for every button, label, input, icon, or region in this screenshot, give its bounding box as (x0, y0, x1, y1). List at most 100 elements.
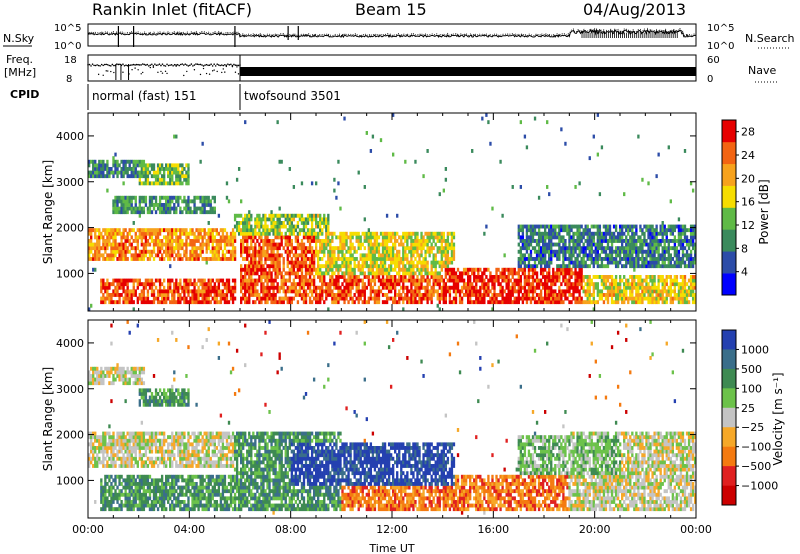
range-gate-cell (286, 239, 289, 243)
range-gate-cell (410, 293, 413, 297)
range-gate-cell (452, 235, 456, 240)
range-gate-cell (148, 300, 152, 305)
range-gate-cell (252, 246, 255, 251)
range-gate-cell (219, 228, 223, 233)
range-gate-cell (659, 289, 662, 294)
range-gate-cell (645, 278, 648, 283)
range-gate-cell (633, 249, 636, 254)
range-gate-cell (323, 300, 326, 305)
range-gate-cell (675, 249, 679, 254)
range-gate-cell (144, 231, 148, 236)
range-gate-cell (661, 257, 664, 261)
range-gate-cell (525, 275, 529, 279)
range-gate-cell (134, 206, 137, 211)
freq-point (138, 64, 141, 66)
range-gate-cell (621, 278, 624, 283)
range-gate-cell (158, 282, 162, 287)
range-gate-cell (122, 206, 125, 211)
range-gate-cell (375, 235, 379, 240)
range-gate-cell (558, 278, 561, 283)
freq-point (154, 63, 156, 65)
range-gate-cell (475, 267, 478, 272)
range-gate-cell (233, 239, 237, 243)
range-gate-cell (645, 282, 648, 287)
range-gate-cell (379, 267, 383, 272)
range-gate-cell (629, 264, 632, 269)
range-gate-cell (544, 300, 547, 305)
range-gate-cell (566, 282, 569, 287)
range-gate-cell (562, 235, 565, 240)
range-gate-cell (317, 260, 320, 265)
range-gate-cell (523, 134, 527, 139)
range-gate-cell (106, 231, 109, 236)
range-gate-cell (521, 296, 525, 301)
range-gate-cell (402, 307, 405, 312)
range-gate-cell (389, 282, 393, 287)
range-gate-cell (408, 300, 411, 305)
range-gate-cell (175, 235, 178, 240)
range-gate-cell (375, 242, 379, 247)
range-gate-cell (207, 285, 210, 290)
range-gate-cell (256, 282, 259, 287)
range-gate-cell (114, 235, 117, 240)
range-gate-cell (193, 300, 196, 305)
range-gate-cell (572, 282, 575, 287)
range-gate-cell (195, 289, 198, 294)
range-gate-cell (108, 235, 111, 240)
range-gate-cell (614, 228, 618, 233)
range-gate-cell (272, 242, 275, 247)
range-gate-cell (158, 203, 162, 207)
range-gate-cell (144, 249, 148, 254)
range-gate-cell (142, 285, 146, 290)
range-gate-cell (292, 285, 296, 290)
range-gate-cell (165, 242, 168, 247)
range-gate-cell (165, 246, 168, 251)
range-gate-cell (428, 278, 431, 283)
range-gate-cell (112, 246, 115, 251)
range-gate-cell (398, 289, 401, 294)
range-gate-cell (233, 249, 237, 254)
range-gate-cell (519, 228, 523, 233)
range-gate-cell (179, 174, 182, 179)
range-gate-cell (114, 300, 117, 305)
range-gate-cell (623, 264, 626, 269)
range-gate-cell (314, 246, 318, 251)
range-gate-cell (428, 246, 431, 251)
range-gate-cell (122, 181, 125, 186)
range-gate-cell (252, 235, 255, 240)
range-gate-cell (290, 239, 293, 243)
range-gate-cell (201, 235, 204, 240)
range-gate-cell (562, 293, 565, 297)
range-gate-cell (167, 246, 170, 251)
nave-point (224, 71, 226, 73)
range-gate-cell (497, 282, 500, 287)
range-gate-cell (440, 264, 443, 269)
range-gate-cell (487, 282, 490, 287)
range-gate-cell (392, 296, 395, 301)
range-gate-cell (154, 285, 158, 290)
range-gate-cell (331, 246, 334, 251)
range-gate-cell (128, 199, 131, 204)
range-gate-cell (258, 242, 261, 247)
range-gate-cell (274, 246, 277, 251)
range-gate-cell (669, 264, 672, 269)
range-gate-cell (280, 296, 283, 301)
range-gate-cell (389, 267, 393, 272)
range-gate-cell (128, 228, 131, 233)
range-gate-cell (233, 246, 237, 251)
range-gate-cell (260, 267, 263, 272)
range-gate-cell (477, 300, 480, 305)
range-gate-cell (586, 224, 589, 229)
range-gate-cell (308, 242, 312, 247)
range-gate-cell (351, 282, 354, 287)
range-gate-cell (505, 300, 508, 305)
range-gate-cell (456, 275, 460, 279)
range-gate-cell (347, 271, 350, 276)
range-gate-cell (244, 285, 247, 290)
range-gate-cell (345, 257, 348, 261)
range-gate-cell (262, 228, 265, 233)
range-gate-cell (355, 249, 358, 254)
range-gate-cell (442, 246, 445, 251)
range-gate-cell (404, 249, 407, 254)
range-gate-cell (325, 264, 328, 269)
